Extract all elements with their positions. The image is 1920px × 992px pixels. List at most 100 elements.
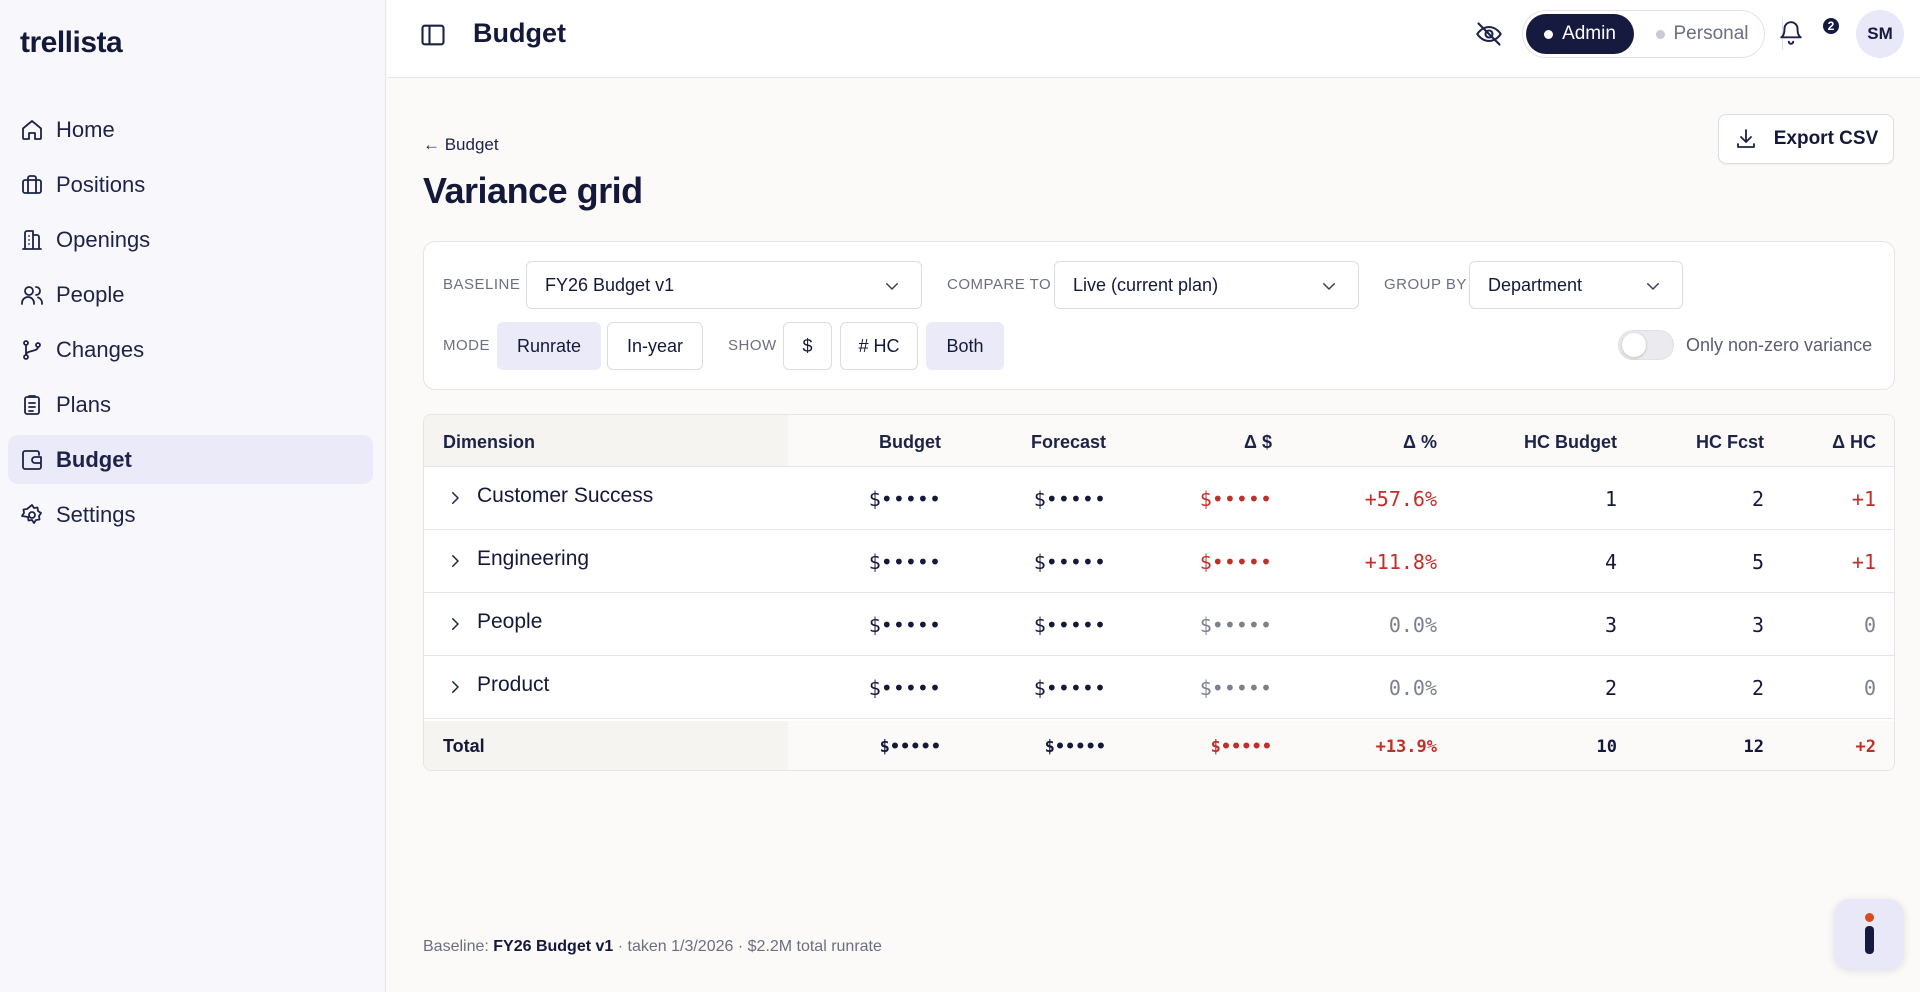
chevron-right-icon[interactable] [446, 678, 464, 696]
sidebar-item-label: Budget [56, 446, 132, 472]
mode-personal-button[interactable]: Personal [1643, 14, 1761, 54]
chevron-right-icon[interactable] [446, 489, 464, 507]
group-by-label: GROUP BY [1384, 276, 1467, 293]
export-csv-button[interactable]: Export CSV [1718, 114, 1894, 164]
compare-to-select[interactable]: Live (current plan) [1054, 261, 1359, 309]
mode-admin-button[interactable]: Admin [1526, 14, 1634, 54]
delta-percent-cell: 0.0% [1388, 676, 1437, 700]
back-link[interactable]: ← Budget [423, 135, 499, 154]
group-by-value: Department [1488, 274, 1583, 295]
status-dot [1544, 29, 1554, 39]
app-logo[interactable]: trellista [20, 26, 123, 59]
eye-off-icon [1476, 22, 1502, 46]
sidebar-item-label: Positions [56, 171, 146, 197]
dimension-name: People [477, 610, 543, 633]
header-title: Budget [473, 18, 566, 48]
footer-suffix: · taken 1/3/2026 · $2.2M total runrate [613, 938, 882, 955]
mode-in-year-button[interactable]: In-year [607, 322, 703, 370]
chevron-down-icon [886, 283, 898, 290]
chevron-right-icon[interactable] [446, 552, 464, 570]
hc-fcst-cell: 3 [1751, 613, 1764, 637]
show-headcount-button[interactable]: # HC [840, 322, 918, 370]
wallet-icon [22, 449, 42, 470]
nonzero-variance-label: Only non-zero variance [1686, 335, 1873, 355]
sidebar-item-openings[interactable]: Openings [8, 215, 373, 264]
nonzero-variance-toggle[interactable] [1618, 330, 1674, 360]
total-hc-fcst-cell: 12 [1743, 737, 1764, 757]
sidebar-item-label: People [56, 281, 125, 307]
column-header-delta-hc[interactable]: Δ HC [1832, 432, 1876, 452]
show-label: SHOW [728, 337, 777, 354]
dimension-name: Product [477, 673, 550, 696]
sidebar-nav: Home Positions Openings People Changes P… [8, 105, 373, 545]
column-header-delta-percent[interactable]: Δ % [1403, 432, 1437, 452]
compare-to-label: COMPARE TO [947, 276, 1052, 293]
table-row[interactable]: Product $••••• $••••• $••••• 0.0% 2 2 0 [424, 656, 1894, 719]
hc-budget-cell: 3 [1604, 613, 1617, 637]
sidebar-item-label: Settings [56, 501, 136, 527]
table-header: Dimension Budget Forecast Δ $ Δ % HC Bud… [424, 415, 1894, 467]
notification-count-badge: 2 [1821, 16, 1841, 36]
sidebar-item-plans[interactable]: Plans [8, 380, 373, 429]
delta-hc-cell: 0 [1863, 613, 1876, 637]
show-dollars-button[interactable]: $ [783, 322, 832, 370]
status-dot [1655, 29, 1665, 39]
sidebar-item-people[interactable]: People [8, 270, 373, 319]
group-by-select[interactable]: Department [1469, 261, 1683, 309]
info-icon [1865, 926, 1874, 954]
forecast-cell: $••••• [1033, 550, 1106, 574]
chevron-right-icon[interactable] [446, 615, 464, 633]
column-header-delta-dollars[interactable]: Δ $ [1244, 432, 1272, 452]
briefcase-icon [22, 174, 42, 194]
users-icon [21, 285, 43, 305]
sidebar-toggle-button[interactable] [419, 21, 447, 49]
home-icon [22, 119, 42, 140]
notifications-button[interactable] [1778, 20, 1808, 50]
delta-dollars-cell: $••••• [1199, 487, 1272, 511]
sidebar-item-positions[interactable]: Positions [8, 160, 373, 209]
column-header-hc-budget[interactable]: HC Budget [1524, 432, 1617, 452]
baseline-select[interactable]: FY26 Budget v1 [526, 261, 922, 309]
help-button[interactable] [1834, 899, 1904, 969]
sidebar-item-home[interactable]: Home [8, 105, 373, 154]
column-header-hc-fcst[interactable]: HC Fcst [1695, 432, 1764, 452]
mode-runrate-button[interactable]: Runrate [497, 322, 601, 370]
info-icon-dot [1865, 913, 1874, 922]
sidebar-item-budget[interactable]: Budget [8, 435, 373, 484]
sidebar-item-label: Openings [56, 226, 151, 252]
delta-dollars-cell: $••••• [1199, 550, 1272, 574]
hc-budget-cell: 4 [1604, 550, 1617, 574]
footer-prefix: Baseline: [423, 938, 494, 955]
column-header-budget[interactable]: Budget [879, 432, 941, 452]
total-hc-budget-cell: 10 [1596, 737, 1617, 757]
show-both-button[interactable]: Both [926, 322, 1004, 370]
column-header-forecast[interactable]: Forecast [1030, 432, 1106, 452]
table-row[interactable]: People $••••• $••••• $••••• 0.0% 3 3 0 [424, 593, 1894, 656]
total-forecast-cell: $••••• [1044, 737, 1106, 757]
sidebar-item-changes[interactable]: Changes [8, 325, 373, 374]
budget-cell: $••••• [868, 676, 941, 700]
table-row[interactable]: Customer Success $••••• $••••• $••••• +5… [424, 467, 1894, 530]
delta-percent-cell: +11.8% [1364, 550, 1437, 574]
dimension-name: Customer Success [477, 484, 654, 507]
git-branch-icon [23, 339, 41, 360]
forecast-cell: $••••• [1033, 613, 1106, 637]
total-delta-dollars-cell: $••••• [1210, 737, 1272, 757]
delta-percent-cell: 0.0% [1388, 613, 1437, 637]
table-total-row: Total $••••• $••••• $••••• +13.9% 10 12 … [424, 721, 1894, 770]
footer-baseline-name: FY26 Budget v1 [493, 938, 614, 955]
divider [1782, 18, 1783, 50]
column-header-dimension[interactable]: Dimension [443, 432, 536, 452]
mode-admin-label: Admin [1562, 23, 1616, 44]
table-row[interactable]: Engineering $••••• $••••• $••••• +11.8% … [424, 530, 1894, 593]
top-bar: Budget Admin Personal 2 SM [387, 0, 1920, 78]
budget-cell: $••••• [868, 487, 941, 511]
avatar[interactable]: SM [1856, 10, 1904, 58]
baseline-label: BASELINE [443, 276, 521, 293]
download-icon [1736, 129, 1755, 148]
delta-dollars-cell: $••••• [1199, 676, 1272, 700]
sidebar-item-settings[interactable]: Settings [8, 490, 373, 539]
hide-values-button[interactable] [1475, 20, 1505, 50]
total-delta-percent-cell: +13.9% [1375, 737, 1437, 757]
total-delta-hc-cell: +2 [1855, 737, 1876, 757]
